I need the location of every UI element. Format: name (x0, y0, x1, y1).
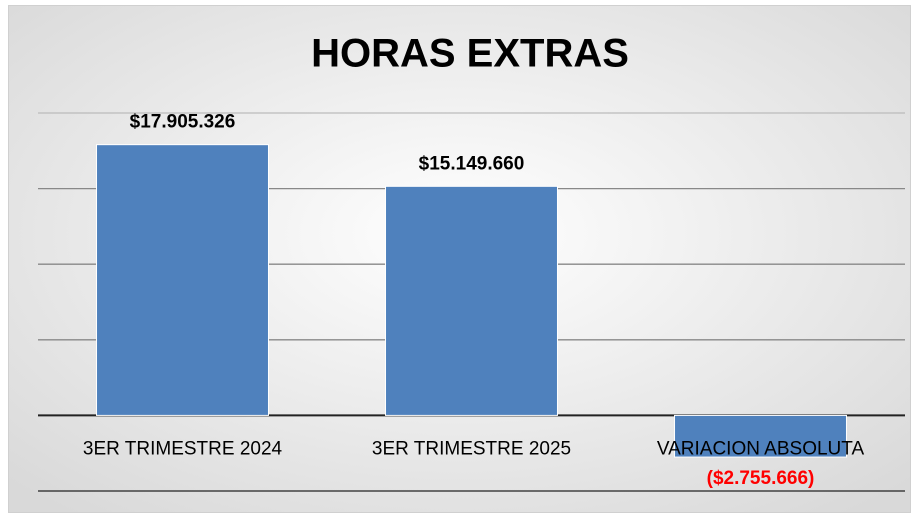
data-label: $15.149.660 (419, 153, 525, 174)
bar (674, 414, 847, 458)
chart-title: HORAS EXTRAS (311, 32, 629, 76)
bar (96, 144, 269, 416)
bar (385, 185, 558, 416)
x-tick-label: 3ER TRIMESTRE 2025 (372, 438, 571, 459)
data-label: $17.905.326 (130, 112, 236, 133)
data-label: ($2.755.666) (707, 468, 815, 489)
x-tick-label: VARIACION ABSOLUTA (657, 438, 865, 459)
x-tick-label: 3ER TRIMESTRE 2024 (83, 438, 283, 459)
